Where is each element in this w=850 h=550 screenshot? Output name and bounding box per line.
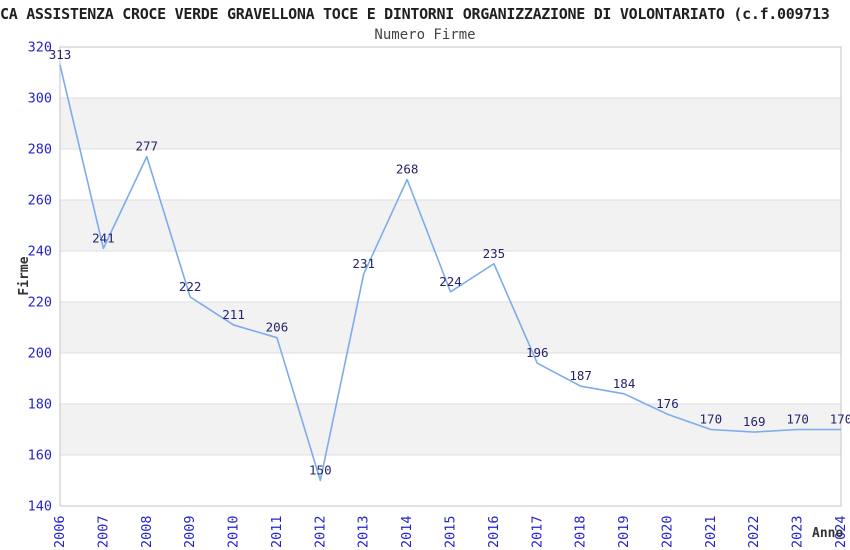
plot-band [60, 200, 841, 251]
y-tick-label: 240 [28, 244, 52, 260]
chart-subtitle: Numero Firme [374, 27, 476, 43]
point-label: 206 [266, 320, 289, 335]
x-tick-label: 2021 [703, 515, 719, 548]
point-label: 235 [483, 246, 506, 261]
point-label: 268 [396, 162, 419, 177]
x-tick-label: 2024 [833, 515, 849, 548]
point-label: 170 [830, 412, 850, 427]
y-tick-label: 160 [28, 448, 52, 464]
point-label: 184 [613, 376, 636, 391]
point-label: 277 [135, 139, 158, 154]
x-tick-label: 2014 [399, 515, 415, 548]
y-tick-label: 300 [28, 91, 52, 107]
x-tick-label: 2009 [182, 515, 198, 548]
plot-band [60, 302, 841, 353]
y-tick-label: 320 [28, 40, 52, 56]
y-tick-label: 180 [28, 397, 52, 413]
point-label: 211 [222, 307, 245, 322]
x-tick-label: 2007 [95, 515, 111, 548]
point-label: 222 [179, 279, 202, 294]
x-tick-label: 2017 [529, 515, 545, 548]
plot-border [59, 46, 842, 507]
plot-band [60, 47, 841, 98]
point-label: 241 [92, 230, 115, 245]
x-tick-label: 2016 [486, 515, 502, 548]
point-label: 224 [439, 274, 462, 289]
y-tick-label: 140 [28, 499, 52, 515]
x-tick-label: 2012 [312, 515, 328, 548]
x-tick-label: 2013 [356, 515, 372, 548]
plot-band [60, 251, 841, 302]
point-label: 231 [352, 256, 375, 271]
point-label: 187 [569, 368, 592, 383]
x-axis-title: Anno [812, 526, 843, 541]
x-tick-label: 2018 [573, 515, 589, 548]
point-label: 169 [743, 414, 766, 429]
plot-band [60, 353, 841, 404]
y-tick-label: 200 [28, 346, 52, 362]
point-label: 176 [656, 396, 679, 411]
y-tick-label: 280 [28, 142, 52, 158]
x-tick-label: 2006 [52, 515, 68, 548]
point-label: 170 [700, 412, 723, 427]
x-tick-label: 2020 [659, 515, 675, 548]
x-tick-label: 2023 [790, 515, 806, 548]
point-label: 196 [526, 345, 549, 360]
x-tick-label: 2022 [746, 515, 762, 548]
x-tick-label: 2015 [443, 515, 459, 548]
y-tick-label: 220 [28, 295, 52, 311]
y-tick-label: 260 [28, 193, 52, 209]
x-tick-label: 2008 [139, 515, 155, 548]
plot-band [60, 98, 841, 149]
point-label: 150 [309, 463, 332, 478]
x-tick-label: 2019 [616, 515, 632, 548]
point-label: 170 [786, 412, 809, 427]
x-tick-label: 2010 [226, 515, 242, 548]
data-line [59, 64, 841, 482]
plot-band [60, 455, 841, 506]
plot-band [60, 149, 841, 200]
x-tick-label: 2011 [269, 515, 285, 548]
point-label: 313 [49, 47, 72, 62]
chart-title: CA ASSISTENZA CROCE VERDE GRAVELLONA TOC… [0, 5, 830, 23]
y-axis-title: Firme [17, 256, 32, 295]
